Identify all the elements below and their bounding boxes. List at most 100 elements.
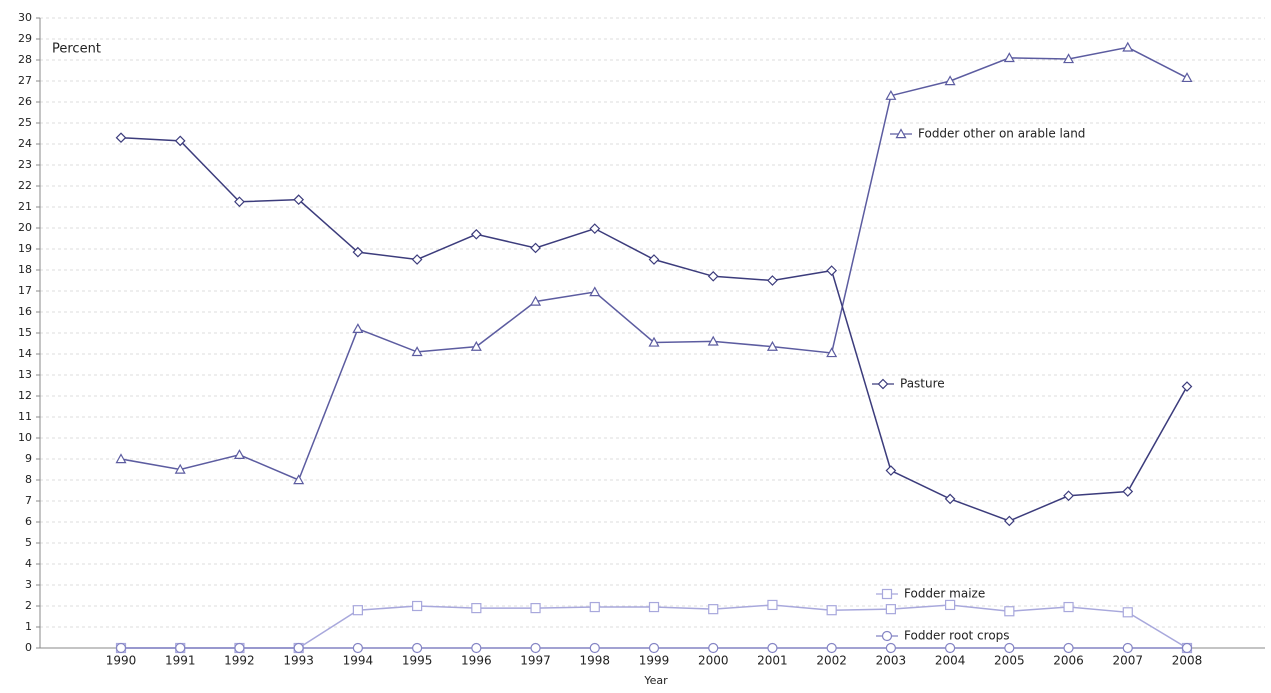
marker bbox=[352, 246, 364, 258]
marker bbox=[1004, 642, 1015, 654]
y-tick-label: 13 bbox=[18, 368, 32, 381]
y-tick-label: 0 bbox=[25, 641, 32, 654]
marker bbox=[945, 599, 956, 611]
x-tick-label: 2004 bbox=[935, 654, 966, 668]
marker bbox=[233, 449, 245, 459]
marker bbox=[826, 605, 837, 616]
marker bbox=[352, 323, 364, 333]
y-tick-label: 15 bbox=[18, 326, 32, 339]
x-tick-label: 1991 bbox=[165, 654, 196, 668]
x-tick-label: 2002 bbox=[816, 654, 847, 668]
marker bbox=[826, 265, 838, 276]
legend-label: Pasture bbox=[900, 377, 945, 391]
y-tick-label: 20 bbox=[18, 221, 32, 234]
marker bbox=[1181, 381, 1193, 392]
marker bbox=[767, 275, 778, 286]
y-tick-label: 28 bbox=[18, 53, 32, 66]
x-tick-label: 1995 bbox=[402, 654, 433, 668]
y-tick-label: 26 bbox=[18, 95, 32, 108]
y-tick-label: 24 bbox=[18, 137, 32, 150]
marker bbox=[293, 642, 304, 654]
x-tick-label: 2000 bbox=[698, 654, 729, 668]
marker bbox=[352, 605, 363, 616]
marker bbox=[411, 346, 423, 357]
marker bbox=[767, 642, 778, 654]
marker bbox=[174, 135, 186, 147]
marker bbox=[589, 601, 600, 613]
marker bbox=[767, 599, 778, 611]
x-tick-label: 1990 bbox=[106, 654, 137, 668]
y-tick-label: 3 bbox=[25, 578, 32, 591]
y-tick-label: 23 bbox=[18, 158, 32, 171]
marker bbox=[1122, 486, 1134, 497]
marker bbox=[826, 347, 838, 358]
marker bbox=[648, 336, 660, 347]
legend-label: Fodder root crops bbox=[904, 629, 1010, 643]
marker bbox=[412, 642, 423, 654]
y-axis-label: Percent bbox=[52, 42, 101, 57]
marker bbox=[352, 642, 363, 654]
marker bbox=[885, 642, 896, 654]
marker bbox=[411, 254, 423, 265]
marker bbox=[293, 474, 305, 485]
marker bbox=[471, 602, 482, 614]
marker bbox=[471, 642, 482, 654]
marker bbox=[881, 588, 893, 600]
marker bbox=[1122, 607, 1133, 618]
marker bbox=[530, 295, 542, 306]
marker bbox=[174, 463, 186, 474]
y-tick-label: 22 bbox=[18, 179, 32, 192]
marker bbox=[885, 604, 896, 615]
marker bbox=[766, 340, 778, 351]
y-tick-label: 17 bbox=[18, 284, 32, 297]
marker bbox=[530, 642, 541, 654]
marker bbox=[708, 604, 719, 615]
marker bbox=[175, 642, 186, 654]
marker bbox=[589, 223, 601, 234]
marker bbox=[1063, 490, 1074, 502]
marker bbox=[530, 602, 541, 614]
legend-label: Fodder other on arable land bbox=[918, 127, 1085, 141]
marker bbox=[707, 335, 719, 346]
y-tick-label: 6 bbox=[25, 515, 32, 528]
y-tick-label: 27 bbox=[18, 74, 32, 87]
x-tick-label: 1992 bbox=[224, 654, 255, 668]
marker bbox=[826, 642, 837, 654]
y-tick-label: 19 bbox=[18, 242, 32, 255]
marker bbox=[589, 286, 601, 297]
marker bbox=[115, 642, 127, 654]
marker bbox=[648, 254, 660, 265]
x-tick-label: 1998 bbox=[580, 654, 611, 668]
marker bbox=[881, 630, 893, 642]
marker bbox=[1122, 41, 1134, 52]
marker bbox=[648, 601, 660, 613]
x-tick-label: 1999 bbox=[639, 654, 670, 668]
marker bbox=[1181, 72, 1193, 83]
marker bbox=[1063, 642, 1074, 654]
marker bbox=[945, 642, 956, 654]
marker bbox=[944, 75, 956, 86]
y-tick-label: 2 bbox=[25, 599, 32, 612]
marker bbox=[885, 465, 897, 476]
marker bbox=[877, 378, 889, 390]
y-tick-label: 11 bbox=[18, 410, 32, 423]
x-tick-label: 2007 bbox=[1113, 654, 1144, 668]
y-tick-label: 30 bbox=[18, 11, 32, 24]
marker bbox=[648, 642, 660, 654]
marker bbox=[589, 642, 600, 654]
x-tick-label: 2001 bbox=[757, 654, 788, 668]
x-tick-label: 2005 bbox=[994, 654, 1025, 668]
marker bbox=[707, 270, 719, 282]
marker bbox=[412, 600, 423, 612]
marker bbox=[1122, 642, 1133, 654]
marker bbox=[234, 642, 245, 654]
x-tick-label: 1996 bbox=[461, 654, 492, 668]
marker bbox=[234, 196, 245, 208]
marker bbox=[895, 128, 907, 139]
y-tick-label: 1 bbox=[25, 620, 32, 633]
y-tick-label: 10 bbox=[18, 431, 32, 444]
marker bbox=[708, 642, 719, 654]
y-tick-label: 8 bbox=[25, 473, 32, 486]
